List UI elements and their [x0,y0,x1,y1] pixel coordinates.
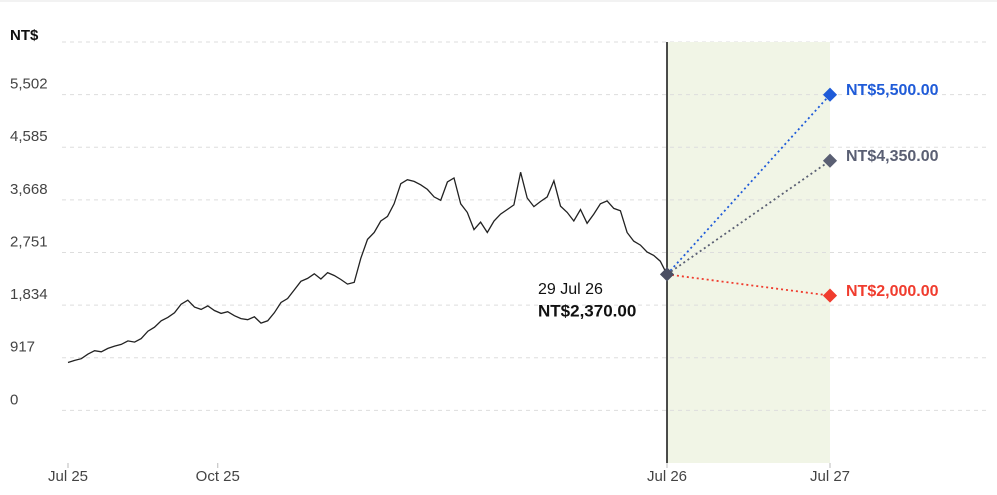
y-tick-label: 917 [10,339,35,356]
target-label: NT$4,350.00 [846,148,939,165]
y-tick-label: 0 [10,391,18,408]
y-axis-label: NT$ [10,27,39,44]
target-label: NT$2,000.00 [846,283,939,300]
current-price: NT$2,370.00 [538,301,636,320]
x-tick-label: Oct 25 [196,468,240,485]
y-tick-label: 1,834 [10,286,48,303]
x-tick-label: Jul 25 [48,468,88,485]
forecast-line [666,94,831,275]
forecast-region [667,42,830,463]
y-tick-label: 5,502 [10,76,48,93]
forecast-line [666,273,831,297]
target-marker [822,153,838,168]
target-marker [822,288,838,303]
target-label: NT$5,500.00 [846,82,939,99]
price-line [67,172,668,364]
target-marker [822,87,838,102]
x-tick-label: Jul 26 [647,468,687,485]
y-tick-label: 4,585 [10,128,48,145]
current-marker [659,267,675,282]
x-tick-label: Jul 27 [810,468,850,485]
forecast-line [666,159,831,276]
current-date: 29 Jul 26 [538,281,603,298]
y-tick-label: 3,668 [10,181,48,198]
y-tick-label: 2,751 [10,233,48,250]
